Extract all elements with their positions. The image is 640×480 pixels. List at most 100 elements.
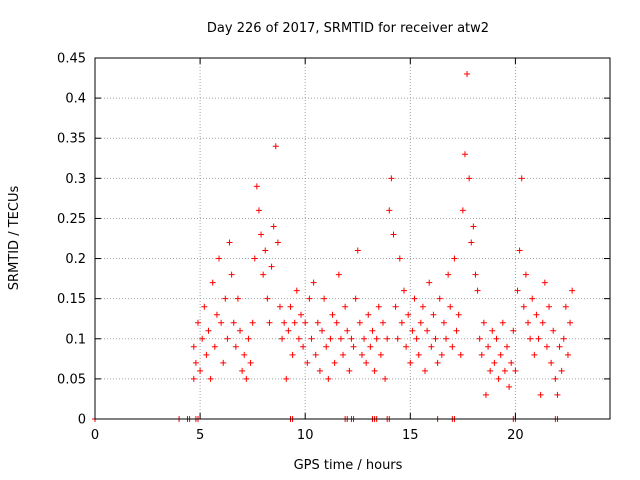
data-point (350, 343, 357, 350)
data-point (539, 319, 546, 326)
data-point (306, 295, 313, 302)
data-point (480, 319, 487, 326)
x-tick-label: 0 (91, 428, 99, 443)
data-point (403, 343, 410, 350)
data-point (537, 391, 544, 398)
data-point (323, 343, 330, 350)
data-point (489, 327, 496, 334)
y-axis-label: SRMTID / TECUs (7, 186, 22, 291)
data-point (531, 351, 538, 358)
data-point (411, 295, 418, 302)
data-point (190, 343, 197, 350)
plot-frame (94, 57, 611, 420)
data-point (543, 343, 550, 350)
data-point (379, 319, 386, 326)
data-point (499, 319, 506, 326)
data-point (222, 295, 229, 302)
data-point (514, 287, 521, 294)
data-point (405, 311, 412, 318)
y-tick-label: 0.4 (65, 92, 86, 107)
data-point (375, 303, 382, 310)
x-axis-label: GPS time / hours (294, 458, 403, 473)
data-point (367, 343, 374, 350)
data-point (337, 335, 344, 342)
data-point (226, 239, 233, 246)
data-point (249, 319, 256, 326)
data-point (382, 375, 389, 382)
data-point (230, 319, 237, 326)
data-point (567, 319, 574, 326)
data-point (401, 287, 407, 294)
data-point (335, 271, 342, 278)
chart-title: Day 226 of 2017, SRMTID for receiver atw… (207, 21, 489, 36)
data-point (476, 335, 483, 342)
data-point (356, 319, 363, 326)
data-point (207, 375, 214, 382)
data-point (464, 71, 471, 78)
data-point (308, 335, 315, 342)
data-point (274, 239, 281, 246)
data-point (501, 367, 508, 374)
data-point (440, 319, 447, 326)
data-point (234, 295, 241, 302)
data-point (386, 207, 393, 214)
data-point (304, 359, 311, 366)
x-tick-label: 15 (402, 428, 419, 443)
data-point (298, 311, 304, 318)
data-point (468, 239, 475, 246)
data-point (443, 335, 450, 342)
data-point (331, 359, 338, 366)
data-point (562, 303, 569, 310)
data-point (300, 343, 307, 350)
data-point (396, 255, 403, 262)
data-point (485, 343, 492, 350)
data-point (255, 207, 262, 214)
data-points (92, 71, 576, 422)
data-point (218, 319, 225, 326)
data-point (409, 327, 416, 334)
data-point (199, 335, 206, 342)
data-point (407, 359, 414, 366)
data-point (487, 367, 494, 374)
data-point (289, 351, 296, 358)
data-point (392, 303, 399, 310)
data-point (295, 335, 302, 342)
data-point (556, 343, 563, 350)
data-point (358, 351, 365, 358)
data-point (430, 311, 437, 318)
data-point (352, 295, 359, 302)
data-point (560, 335, 567, 342)
data-point (419, 303, 426, 310)
data-point (216, 255, 223, 262)
data-point (327, 335, 334, 342)
data-point (266, 319, 273, 326)
y-tick-label: 0.45 (57, 52, 86, 67)
data-point (451, 255, 458, 262)
data-point (510, 327, 517, 334)
data-point (283, 375, 290, 382)
data-point (394, 335, 401, 342)
data-point (422, 367, 429, 374)
data-point (270, 223, 277, 230)
data-point (344, 327, 351, 334)
data-point (209, 279, 216, 286)
data-point (455, 311, 462, 318)
data-point (508, 359, 515, 366)
data-point (371, 367, 378, 374)
data-point (438, 351, 445, 358)
data-point (365, 311, 372, 318)
data-point (384, 335, 391, 342)
data-point (224, 335, 231, 342)
data-point (424, 327, 431, 334)
y-tick-labels: 0 0.05 0.1 0.15 0.2 0.25 0.3 0.35 0.4 0.45 (57, 52, 86, 428)
data-point (293, 287, 300, 294)
data-point (491, 359, 498, 366)
data-point (415, 351, 422, 358)
data-point (363, 359, 370, 366)
data-point (552, 375, 559, 382)
data-point (529, 295, 536, 302)
data-point (314, 319, 321, 326)
data-point (346, 367, 353, 374)
data-point (268, 263, 275, 270)
data-point (211, 343, 218, 350)
